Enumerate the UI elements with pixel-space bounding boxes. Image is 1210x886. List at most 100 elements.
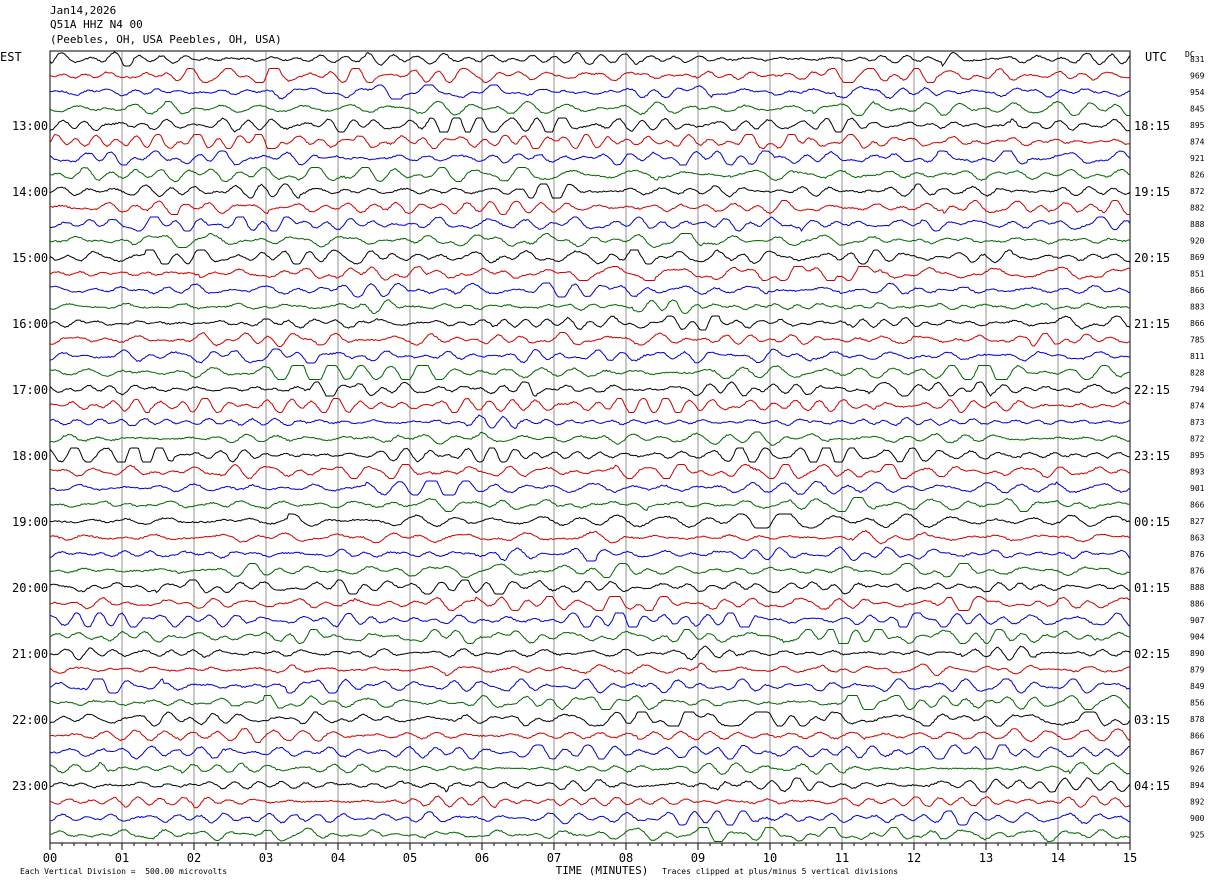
seismic-trace [49,200,1130,216]
dc-offset-label: 866 [1190,732,1205,741]
seismic-trace [49,612,1131,628]
dc-offset-label: 794 [1190,385,1205,394]
seismic-trace [49,414,1131,430]
seismic-trace [49,216,1131,233]
dc-offset-label: 920 [1190,237,1205,246]
dc-offset-label: 883 [1190,303,1205,312]
dc-offset-label: 888 [1190,220,1205,229]
seismic-trace [49,282,1131,298]
dc-offset-label: 925 [1190,831,1205,840]
x-tick-label: 09 [691,851,705,865]
est-hour-label: 18:00 [12,449,48,463]
x-tick-label: 08 [619,851,633,865]
dc-offset-label: 893 [1190,468,1205,477]
est-hour-label: 21:00 [12,647,48,661]
seismic-trace [49,431,1131,446]
utc-hour-label: 18:15 [1134,119,1170,133]
station-label: Q51A HHZ N4 00 [50,18,143,31]
dc-offset-label: 904 [1190,633,1205,642]
dc-offset-label: 895 [1190,451,1205,460]
seismic-trace [49,795,1131,809]
seismic-trace [49,463,1131,480]
seismic-trace [49,150,1131,166]
est-hour-label: 17:00 [12,383,48,397]
dc-offset-label: 872 [1190,187,1205,196]
dc-offset-label: 954 [1190,88,1205,97]
seismic-trace [49,810,1131,826]
seismic-trace [49,629,1131,645]
est-hour-label: 22:00 [12,713,48,727]
seismic-trace [49,249,1131,265]
dc-offset-label: 895 [1190,121,1205,130]
est-hour-label: 15:00 [12,251,48,265]
seismic-trace [49,529,1131,545]
dc-offset-label: 900 [1190,814,1205,823]
seismic-trace [49,133,1131,149]
seismic-trace [49,645,1131,661]
dc-offset-label: 888 [1190,583,1205,592]
x-tick-label: 02 [187,851,201,865]
dc-offset-label: 876 [1190,550,1205,559]
est-hour-label: 14:00 [12,185,48,199]
x-tick-label: 14 [1051,851,1065,865]
utc-hour-label: 23:15 [1134,449,1170,463]
dc-offset-label: 878 [1190,715,1205,724]
dc-offset-label: 894 [1190,781,1205,790]
x-tick-label: 12 [907,851,921,865]
dc-offset-label: 866 [1190,319,1205,328]
dc-offset-label: 867 [1190,748,1205,757]
dc-offset-label: 876 [1190,567,1205,576]
x-tick-label: 13 [979,851,993,865]
utc-hour-label: 19:15 [1134,185,1170,199]
utc-hour-label: 21:15 [1134,317,1170,331]
dc-offset-label: 969 [1190,72,1205,81]
x-axis-label: TIME (MINUTES) [556,864,649,877]
dc-offset-label: 866 [1190,286,1205,295]
dc-offset-label: 851 [1190,270,1205,279]
dc-offset-label: 869 [1190,253,1205,262]
dc-offset-label: 921 [1190,154,1205,163]
est-label: EST [0,50,22,64]
seismic-trace [49,827,1131,843]
x-tick-label: 05 [403,851,417,865]
utc-hour-label: 03:15 [1134,713,1170,727]
date-label: Jan14,2026 [50,4,117,17]
seismic-trace [49,777,1131,793]
location-label: (Peebles, OH, USA Peebles, OH, USA) [50,33,282,46]
utc-hour-label: 22:15 [1134,383,1170,397]
seismic-trace [49,694,1131,711]
utc-hour-label: 04:15 [1134,779,1170,793]
seismic-trace [49,513,1131,529]
dc-offset-label: 890 [1190,649,1205,658]
est-hour-label: 13:00 [12,119,48,133]
seismic-trace [49,232,1131,249]
seismic-trace [49,332,1131,347]
seismic-trace [49,480,1131,496]
x-tick-label: 07 [547,851,561,865]
seismic-trace [49,678,1131,694]
seismic-trace [49,315,1131,331]
x-tick-label: 11 [835,851,849,865]
seismic-trace [49,662,1131,677]
dc-offset-label: 827 [1190,517,1205,526]
footer-scale-note: Each Vertical Division = 500.00 microvol… [20,867,228,876]
dc-offset-label: 882 [1190,204,1205,213]
seismic-trace [49,183,1131,199]
footer-clip-note: Traces clipped at plus/minus 5 vertical … [662,867,899,876]
dc-offset-label: 873 [1190,418,1205,427]
dc-offset-label: 886 [1190,600,1205,609]
utc-hour-label: 20:15 [1134,251,1170,265]
dc-offset-label: 828 [1190,369,1205,378]
seismic-trace [49,727,1131,743]
utc-label: UTC [1145,50,1167,64]
dc-offset-label: 856 [1190,699,1205,708]
seismic-trace [49,744,1131,760]
x-tick-label: 10 [763,851,777,865]
seismic-trace [49,117,1131,133]
x-tick-label: 06 [475,851,489,865]
seismic-trace [49,265,1131,281]
dc-offset-label: 785 [1190,336,1205,345]
dc-offset-label: 872 [1190,435,1205,444]
seismic-trace [49,447,1131,463]
